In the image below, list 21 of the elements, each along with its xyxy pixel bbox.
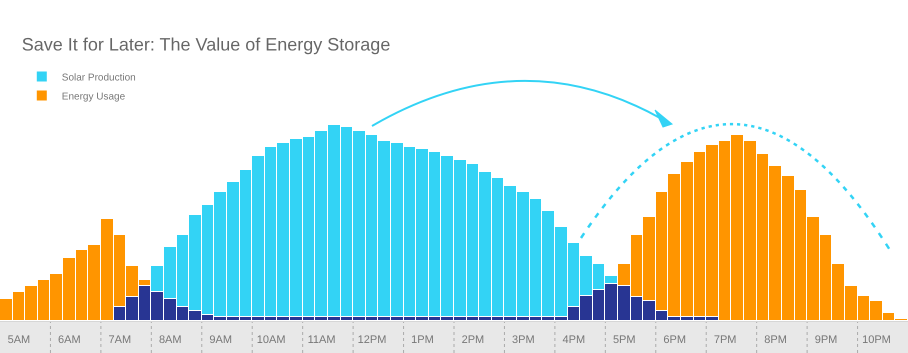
x-tick-label: 3PM <box>512 334 535 346</box>
x-tick-label: 11AM <box>308 334 336 346</box>
x-tick-label: 6PM <box>663 334 686 346</box>
x-tick-label: 8PM <box>764 334 787 346</box>
x-tick-label: 2PM <box>462 334 484 346</box>
chart-title: Save It for Later: The Value of Energy Storage <box>22 34 390 54</box>
x-tick-label: 7PM <box>714 334 736 346</box>
x-tick-label: 9AM <box>209 334 232 346</box>
legend-label: Energy Usage <box>62 91 126 102</box>
x-tick-label: 8AM <box>158 334 182 346</box>
x-tick-label: 7AM <box>108 334 132 346</box>
legend-label: Solar Production <box>62 72 136 84</box>
x-tick-label: 10PM <box>862 334 891 346</box>
x-tick-label: 6AM <box>58 334 81 346</box>
x-tick-label: 9PM <box>814 334 838 346</box>
x-tick-label: 12PM <box>358 334 386 346</box>
x-tick-label: 5AM <box>8 334 30 346</box>
x-tick-label: 10AM <box>256 334 286 346</box>
x-tick-label: 5PM <box>612 334 636 346</box>
x-tick-label: 1PM <box>411 334 434 346</box>
x-tick-label: 4PM <box>562 334 586 346</box>
